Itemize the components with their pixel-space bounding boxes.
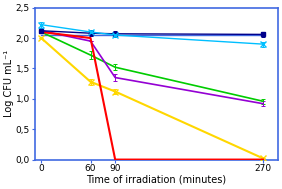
Blue flat [89,34,92,36]
X-axis label: Time of irradiation (minutes): Time of irradiation (minutes) [86,175,226,185]
Red [39,31,43,33]
Blue flat [39,34,43,36]
Red [89,37,92,39]
Blue flat [113,34,117,36]
Y-axis label: Log CFU mL⁻¹: Log CFU mL⁻¹ [4,50,14,117]
Line: Red: Red [41,32,263,160]
Red [261,158,265,161]
Red [113,158,117,161]
Blue flat [261,34,265,36]
